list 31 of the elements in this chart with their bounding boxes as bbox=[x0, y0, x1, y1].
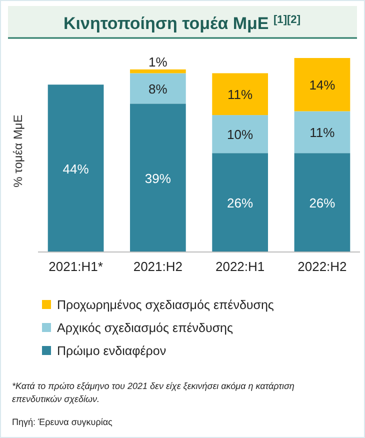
data-label: 1% bbox=[148, 54, 168, 70]
text: *Κατά το πρώτο εξάμηνο του 2021 δεν είχε ξεκινήσει ακόμα η κατάρτιση επενδυτικών σχεδίων. bbox=[12, 381, 294, 404]
data-label: 39% bbox=[144, 170, 172, 186]
data-label: 44% bbox=[62, 161, 90, 176]
bar bbox=[130, 73, 186, 104]
text: Πηγή: Έρευνα συγκυρίας bbox=[12, 417, 114, 427]
legend-label: Πρώιμο ενδιαφέρον bbox=[57, 344, 166, 358]
bar bbox=[294, 111, 350, 154]
data-label: 26% bbox=[309, 196, 336, 211]
x-tick-label: 2022:H2 bbox=[298, 259, 347, 274]
x-tick-label: 2021:H2 bbox=[133, 259, 183, 274]
x-tick-label: 2021:H1* bbox=[48, 259, 103, 274]
x-tick-label: 2022:H1 bbox=[215, 259, 265, 274]
data-label: 26% bbox=[227, 196, 254, 211]
bar bbox=[130, 104, 186, 252]
bar bbox=[212, 73, 268, 116]
legend-label: Προχωρημένος σχεδιασμός επένδυσης bbox=[57, 298, 274, 312]
data-label: 10% bbox=[227, 127, 254, 142]
bar bbox=[48, 84, 104, 252]
bar bbox=[212, 153, 268, 252]
y-axis-title: % τομέα ΜμΕ bbox=[11, 114, 25, 188]
data-label: 14% bbox=[309, 78, 336, 93]
data-label: 11% bbox=[310, 125, 336, 140]
bar bbox=[294, 58, 350, 112]
bar bbox=[294, 153, 350, 252]
bar bbox=[212, 115, 268, 154]
chart-title: Κινητοποίηση τομέα ΜμΕ $^{[1][2]}$ bbox=[63, 14, 301, 33]
data-label: 8% bbox=[148, 81, 168, 96]
legend-label: Αρχικός σχεδιασμός επένδυσης bbox=[57, 321, 234, 335]
bar bbox=[130, 69, 186, 74]
data-label: 11% bbox=[228, 87, 254, 102]
